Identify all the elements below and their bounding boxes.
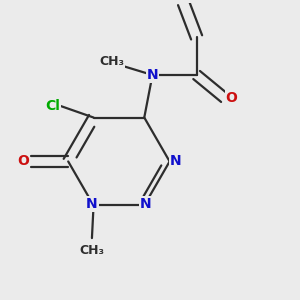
- Text: N: N: [140, 197, 152, 211]
- Text: N: N: [147, 68, 158, 82]
- Text: CH₃: CH₃: [99, 56, 124, 68]
- Text: N: N: [170, 154, 181, 169]
- Text: O: O: [17, 154, 29, 169]
- Text: CH₃: CH₃: [80, 244, 104, 257]
- Text: O: O: [226, 91, 238, 105]
- Text: Cl: Cl: [45, 99, 60, 113]
- Text: N: N: [86, 197, 98, 211]
